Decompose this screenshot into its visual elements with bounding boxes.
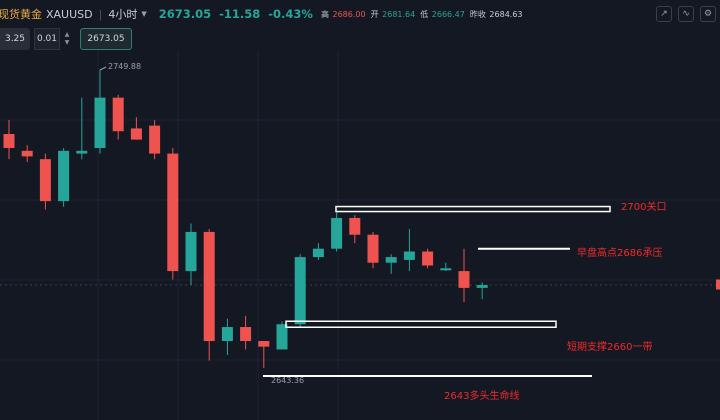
candle-body [385,257,397,263]
candle-body [3,134,15,148]
interval-label: 4小时 [108,8,138,21]
symbol-name[interactable]: 现货黄金 [0,8,42,21]
level-label-2660: 短期支撑2660一带 [567,342,653,353]
candle-body [312,248,324,258]
candle-body [76,150,88,154]
settings-icon[interactable]: ⚙ [700,6,716,22]
candle-body [331,217,343,249]
candle-body [476,285,488,288]
level-label-2643: 2643多头生命线 [444,391,520,402]
candle-body [167,153,179,272]
candle-body [367,234,379,263]
candle-body [716,279,720,290]
last-price: 2673.05 [158,7,212,21]
candle-body [185,231,197,272]
candles-group [3,66,720,368]
candle-body [39,159,51,202]
candle-body [203,231,215,342]
high-marker-tick [99,66,107,71]
candle-body [440,268,452,271]
candle-body [294,257,306,325]
candle-body [422,251,434,266]
levels-group [263,205,611,377]
candle-body [403,251,415,260]
caret-down-icon: ▼ [141,10,147,18]
symbol-code[interactable]: XAUUSD [46,7,93,21]
indicator-icon[interactable]: ∿ [678,6,694,22]
candle-body [258,341,270,347]
candle-body [349,217,361,235]
level-label-2700: 2700关口 [621,202,667,213]
interval-selector[interactable]: 4小时 ▼ [108,6,146,22]
ohlc-low: 低 2666.47 [420,9,465,19]
price-change-pct: -0.43% [268,7,313,21]
high-marker-label: 2749.88 [108,62,142,71]
chart-grid [0,50,720,420]
candle-body [130,128,142,140]
separator: | [98,7,103,21]
chevron-down-icon[interactable]: ▼ [64,39,70,46]
chart-header: 现货黄金 XAUUSD | 4小时 ▼ 2673.05 -11.58 -0.43… [0,0,720,28]
header-icons: ↗ ∿ ⚙ [656,6,716,22]
price-change: -11.58 [219,7,261,21]
order-panel: 3.25 0.01 ▲ ▼ 2673.05 [0,28,132,50]
buy-button[interactable]: 2673.05 [80,28,132,50]
candle-body [112,97,124,132]
candle-body [276,324,288,350]
low-marker-label: 2643.36 [271,376,305,385]
level-box-2660 [285,320,557,328]
ohlc-readout: 高 2686.00 开 2681.64 低 2666.47 昨收 2684.63 [321,9,523,20]
candle-body [221,327,233,342]
candle-body [240,327,252,342]
ohlc-open: 开 2681.64 [370,9,416,19]
candle-body [149,125,161,154]
level-box-2700 [335,205,611,213]
chevron-up-icon[interactable]: ▲ [64,31,70,38]
sell-button[interactable]: 3.25 [0,28,30,50]
candle-body [21,150,33,157]
candle-body [58,150,70,202]
ohlc-prev-close: 昨收 2684.63 [469,9,523,19]
candle-body [458,271,470,288]
drawing-tool-icon[interactable]: ↗ [656,6,672,22]
candle-body [94,97,106,148]
quantity-stepper[interactable]: ▲ ▼ [62,28,72,50]
ohlc-high: 高 2686.00 [320,9,366,19]
level-label-2686: 早盘高点2686承压 [577,248,663,259]
quantity-input[interactable]: 0.01 [34,28,60,50]
